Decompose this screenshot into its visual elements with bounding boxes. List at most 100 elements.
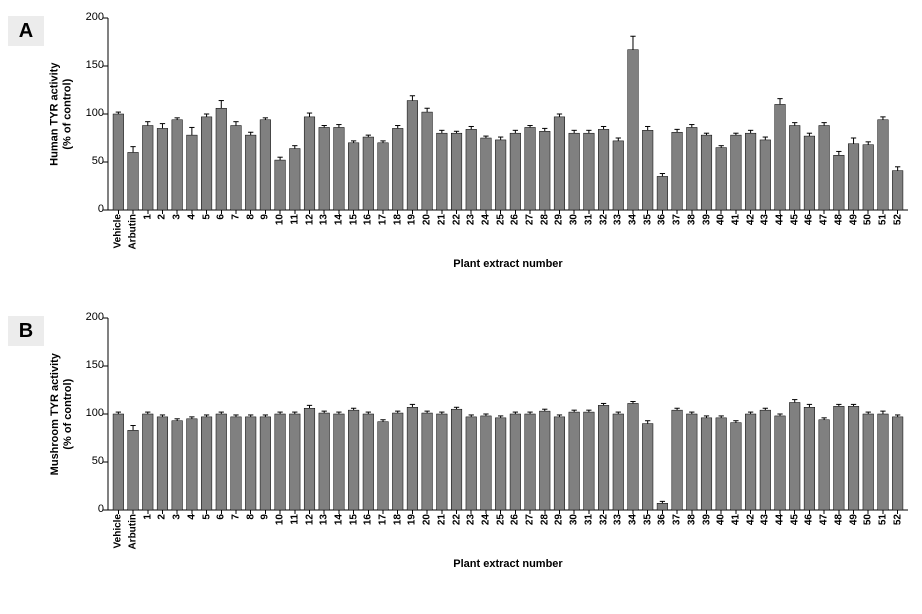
bar	[363, 414, 374, 510]
x-tick-label: 8	[245, 514, 256, 520]
x-tick-label: 51	[877, 514, 888, 525]
x-tick-label: 32	[598, 514, 609, 525]
x-tick-label: 17	[378, 214, 389, 225]
bar	[319, 127, 330, 210]
x-tick-label: 9	[260, 514, 271, 520]
bar	[892, 171, 903, 210]
bar	[378, 143, 389, 210]
x-tick-label: 45	[789, 214, 800, 225]
bar	[231, 417, 242, 510]
bar	[804, 136, 815, 210]
bar	[642, 130, 653, 210]
bar	[731, 135, 742, 210]
bar	[407, 407, 418, 510]
bar	[584, 412, 595, 510]
bar	[878, 120, 889, 210]
bar	[378, 422, 389, 510]
bar	[775, 104, 786, 210]
bar	[334, 127, 345, 210]
x-tick-label: 22	[451, 214, 462, 225]
bar	[642, 424, 653, 510]
x-tick-label: 1	[142, 514, 153, 520]
bar	[745, 133, 756, 210]
bar	[848, 406, 859, 510]
x-tick-label: 21	[436, 214, 447, 225]
x-tick-label: 27	[525, 214, 536, 225]
bar	[113, 414, 124, 510]
bar	[760, 410, 771, 510]
x-tick-label: 38	[686, 514, 697, 525]
x-tick-label: 12	[304, 214, 315, 225]
x-tick-label: 33	[613, 214, 624, 225]
y-axis-label-line1: Human TYR activity	[49, 62, 61, 165]
bar	[437, 133, 448, 210]
bar	[848, 144, 859, 210]
x-tick-label: 6	[216, 514, 227, 520]
bar	[525, 127, 536, 210]
x-tick-label: 37	[672, 514, 683, 525]
x-tick-label: 4	[186, 514, 197, 520]
x-tick-label: 47	[819, 214, 830, 225]
bar	[701, 135, 712, 210]
x-tick-labels: VehicleArbutin12345678910111213141516171…	[108, 210, 908, 260]
x-tick-label: 11	[289, 214, 300, 225]
x-tick-label: 44	[775, 214, 786, 225]
x-tick-label: 50	[863, 514, 874, 525]
bar	[657, 503, 668, 510]
x-tick-label: 34	[627, 514, 638, 525]
x-tick-label: 12	[304, 514, 315, 525]
x-tick-label: 39	[701, 214, 712, 225]
x-tick-label: 17	[378, 514, 389, 525]
bar	[216, 108, 227, 210]
x-tick-label: 42	[745, 514, 756, 525]
x-tick-label: 30	[569, 214, 580, 225]
bar	[392, 128, 403, 210]
x-tick-label: 1	[142, 214, 153, 220]
x-tick-label: 15	[348, 214, 359, 225]
bar	[598, 129, 609, 210]
bar	[451, 133, 462, 210]
x-tick-label: 8	[245, 214, 256, 220]
bar	[142, 126, 153, 210]
bar	[348, 410, 359, 510]
x-tick-label: 43	[760, 214, 771, 225]
x-tick-label: Vehicle	[113, 214, 124, 248]
x-tick-label: 24	[480, 514, 491, 525]
x-tick-label: 10	[275, 214, 286, 225]
x-tick-label: 2	[157, 214, 168, 220]
x-tick-label: 16	[363, 514, 374, 525]
x-tick-label: 35	[642, 514, 653, 525]
x-tick-label: 42	[745, 214, 756, 225]
x-tick-label: 32	[598, 214, 609, 225]
bar	[628, 50, 639, 210]
x-tick-label: 11	[289, 514, 300, 525]
x-tick-label: 20	[422, 214, 433, 225]
bar	[539, 131, 550, 210]
bar	[657, 176, 668, 210]
x-tick-label: 43	[760, 514, 771, 525]
x-tick-label: 37	[672, 214, 683, 225]
bar	[495, 418, 506, 510]
x-tick-label: 25	[495, 214, 506, 225]
y-tick-label: 50	[64, 155, 104, 167]
x-tick-label: 3	[172, 514, 183, 520]
y-tick-label: 150	[64, 359, 104, 371]
bar	[157, 128, 168, 210]
bar	[290, 149, 301, 210]
x-tick-label: 18	[392, 514, 403, 525]
bar	[245, 135, 256, 210]
bar	[687, 414, 698, 510]
y-tick-label: 100	[64, 407, 104, 419]
bar	[731, 423, 742, 510]
bar	[201, 417, 212, 510]
x-tick-label: 36	[657, 214, 668, 225]
bar	[819, 126, 830, 210]
bar	[319, 413, 330, 510]
x-tick-label: 50	[863, 214, 874, 225]
y-tick-label: 200	[64, 11, 104, 23]
bar	[172, 120, 183, 210]
y-tick-label: 0	[64, 203, 104, 215]
bar	[789, 402, 800, 510]
bar	[672, 410, 683, 510]
bar	[334, 414, 345, 510]
